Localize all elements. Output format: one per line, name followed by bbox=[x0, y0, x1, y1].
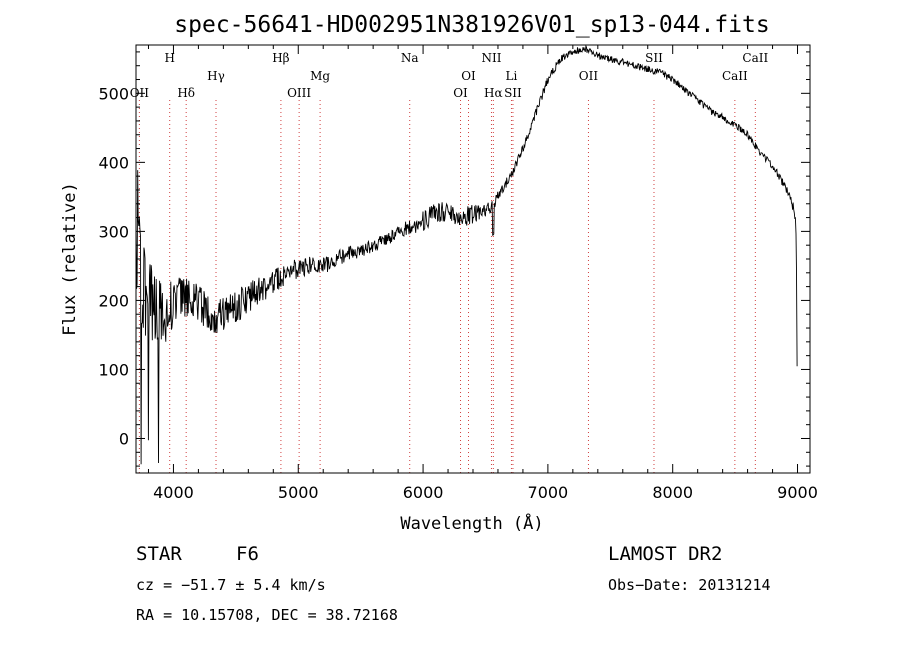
x-tick-label: 9000 bbox=[777, 483, 818, 502]
y-tick-label: 0 bbox=[119, 429, 129, 448]
spectral-line-label: Hγ bbox=[207, 69, 225, 83]
plot-frame bbox=[135, 44, 811, 474]
x-tick-label: 8000 bbox=[652, 483, 693, 502]
y-axis-label: Flux (relative) bbox=[60, 182, 80, 336]
spectral-line-label: Hδ bbox=[177, 86, 195, 100]
object-class: STAR bbox=[136, 543, 182, 565]
axis-ticks: 4000 5000 6000 7000 8000 9000 0 100 200 300 400 500 bbox=[98, 45, 818, 502]
spectral-line-label: OIII bbox=[287, 86, 311, 100]
y-tick-label: 500 bbox=[98, 84, 129, 103]
object-subclass: F6 bbox=[236, 543, 259, 565]
y-tick-label: 200 bbox=[98, 291, 129, 310]
spectrum-line bbox=[135, 44, 798, 465]
chart-title: spec-56641-HD002951N381926V01_sp13-044.f… bbox=[174, 12, 769, 38]
survey-name: LAMOST DR2 bbox=[608, 543, 722, 565]
spectral-line-label: OI bbox=[453, 86, 468, 100]
spectral-line-label: SII bbox=[504, 86, 522, 100]
spectral-line-label: Mg bbox=[310, 69, 330, 83]
spectral-line-label: CaII bbox=[742, 51, 768, 65]
spectral-line-label: CaII bbox=[722, 69, 748, 83]
y-tick-label: 300 bbox=[98, 222, 129, 241]
y-tick-label: 400 bbox=[98, 153, 129, 172]
x-tick-label: 6000 bbox=[403, 483, 444, 502]
y-tick-label: 100 bbox=[98, 360, 129, 379]
redshift-text: cz = −51.7 ± 5.4 km/s bbox=[136, 576, 326, 594]
x-axis-label: Wavelength (Å) bbox=[400, 512, 543, 534]
obs-date-text: Obs−Date: 20131214 bbox=[608, 576, 771, 594]
spectral-line-label: OI bbox=[461, 69, 476, 83]
spectral-line-label: SII bbox=[645, 51, 663, 65]
spectral-line-label: Li bbox=[506, 69, 518, 83]
spectral-line-label: OII bbox=[579, 69, 599, 83]
spectral-line-label: H bbox=[164, 51, 174, 65]
x-tick-label: 5000 bbox=[278, 483, 319, 502]
spectral-line-label: Hα bbox=[484, 86, 503, 100]
spectral-line-label: Hβ bbox=[272, 51, 289, 65]
x-tick-label: 4000 bbox=[153, 483, 194, 502]
spectral-line-markers: OIIHHδHγHβOIIIMgNaOIOINIIHαLiSIIOIISIICa… bbox=[130, 51, 768, 473]
spectral-line-label: NII bbox=[481, 51, 501, 65]
coordinates-text: RA = 10.15708, DEC = 38.72168 bbox=[136, 606, 398, 624]
x-tick-label: 7000 bbox=[528, 483, 569, 502]
spectral-line-label: Na bbox=[401, 51, 419, 65]
